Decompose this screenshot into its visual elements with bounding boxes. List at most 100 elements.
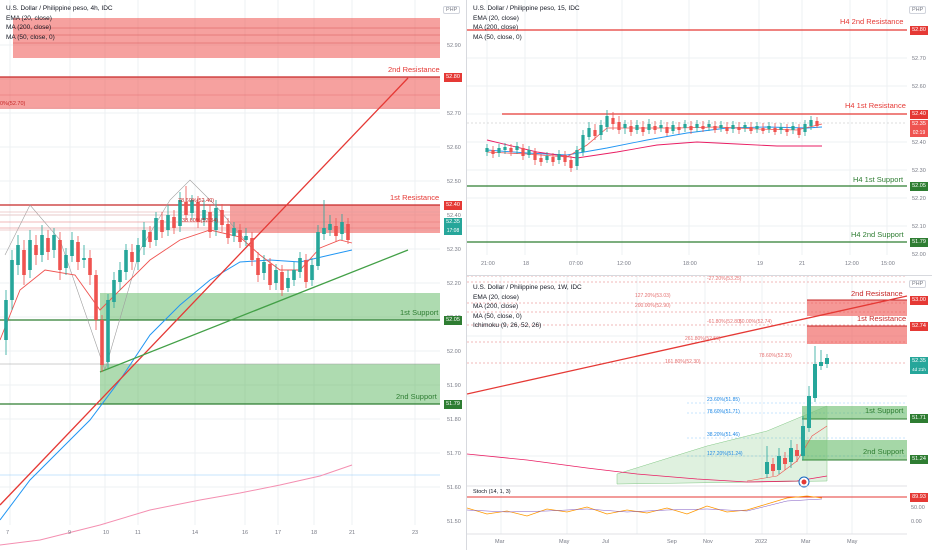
price-tag: 52.80 [910,26,928,35]
time-axis-tick: 21:00 [481,261,495,267]
stoch-tick: 50.00 [911,505,925,511]
candle-body [298,258,302,272]
price-axis-tick: 52.50 [447,179,461,185]
candle-body [593,130,597,136]
indicator-ichimoku: Ichimoku (9, 26, 52, 26) [473,322,542,329]
candle-body [767,126,771,129]
time-axis-tick: Mar [801,539,811,545]
candle-body [118,270,122,282]
stoch-tick: 0.00 [911,519,922,525]
candle-body [142,230,146,247]
resistance-zone-1 [807,326,907,344]
time-axis-tick: 21 [799,261,806,267]
fib-label: 78.60%(52.35) [759,353,792,359]
fib-label: 78.60%(51.71) [707,409,740,415]
candle-body [623,124,627,128]
currency-badge[interactable]: PHP [909,280,927,288]
price-tag: 51.71 [910,414,928,423]
chart-15m-panel[interactable]: 52.8052.7052.6052.5052.4052.3052.2052.10… [467,0,932,275]
chart-15m[interactable]: 52.8052.7052.6052.5052.4052.3052.2052.10… [467,0,932,275]
stoch-line [467,495,823,517]
candle-body [322,228,326,234]
candle-body [777,456,781,470]
chart-4h[interactable]: 52.90 52.80 52.70 52.60 52.50 52.40 52.30 52.20… [0,0,466,550]
currency-badge[interactable]: PHP [909,6,927,14]
candle-body [719,125,723,128]
time-axis[interactable]: 21:00 18 07:00 12:00 18:00 19 21 12:00 15:00 [467,259,907,271]
ma200-line [0,464,353,546]
time-axis[interactable]: 7 9 10 11 14 16 17 18 21 23 [0,528,440,542]
chart-15m-legend: U.S. Dollar / Philippine peso, 15, IDC E… [473,4,580,42]
time-axis-tick: Nov [703,539,713,545]
candle-body [801,426,805,456]
level-label-s1: 1st Support [865,406,904,415]
price-axis-tick: 52.00 [447,349,461,355]
candle-body [220,210,224,225]
price-axis-tick: 52.00 [912,252,926,258]
support-zone-2 [100,364,440,404]
candle-body [244,236,248,240]
time-axis-tick: 16 [242,530,249,536]
candle-body [689,126,693,130]
level-label-h4r1: H4 1st Resistance [845,101,906,110]
price-axis-tick: 52.70 [912,56,926,62]
candle-body [761,128,765,131]
candle-body [683,124,687,128]
candle-body [581,135,585,152]
price-axis-tick: 51.90 [447,383,461,389]
fib-label: 78.60%(52.40) [178,198,215,204]
countdown: 02:19 [910,129,928,137]
candle-body [178,200,182,226]
candle-body [4,300,8,340]
candle-body [64,255,68,268]
indicator-ma200: MA (200, close) [6,24,52,31]
price-axis-tick: 51.50 [447,519,461,525]
time-axis[interactable]: Mar May Jul Sep Nov 2022 Mar May [467,537,907,549]
candle-body [809,120,813,126]
candle-body [334,226,338,236]
chart-4h-panel[interactable]: 52.90 52.80 52.70 52.60 52.50 52.40 52.30 52.20… [0,0,466,550]
candle-body [340,222,344,234]
price-tag: 51.79 [910,238,928,247]
candle-body [785,129,789,132]
chart-1w-title: U.S. Dollar / Philippine peso, 1W, IDC [473,284,582,291]
candle-body [316,232,320,266]
currency-badge[interactable]: PHP [443,6,461,14]
candle-body [551,157,555,162]
price-axis-tick: 51.80 [447,417,461,423]
candle-body [749,127,753,131]
time-axis-tick: May [559,539,570,545]
candle-body [659,125,663,128]
time-axis-tick: May [847,539,858,545]
price-axis-tick: 52.40 [912,140,926,146]
candle-body [346,224,350,240]
candle-body [40,235,44,255]
price-axis-tick: 52.60 [447,145,461,151]
candle-body [539,158,543,162]
candles-4h [4,186,350,372]
candle-body [743,125,747,128]
candle-body [783,458,787,464]
price-tag: 52.35 [910,357,928,366]
candle-body [819,362,823,366]
candle-body [629,126,633,132]
time-axis-tick: 19 [757,261,764,267]
candle-body [701,126,705,129]
fib-label: 38.20%(51.46) [707,432,740,438]
price-tag: 51.79 [444,400,462,409]
candle-body [765,462,769,474]
time-axis-tick: Jul [602,539,610,545]
level-label-s2: 2nd Support [396,392,437,401]
candle-body [148,232,152,242]
indicator-ema: EMA (20, close) [473,293,519,301]
candle-body [677,127,681,130]
chart-1w[interactable] [467,276,932,550]
candle-body [695,124,699,128]
countdown: 17:08 [444,227,462,235]
price-axis-tick: 52.40 [447,213,461,219]
candle-body [527,150,531,155]
candle-body [611,118,615,124]
chart-1w-panel[interactable]: U.S. Dollar / Philippine peso, 1W, IDC E… [467,276,932,550]
level-label-r2: 2nd Resistance [388,65,440,74]
candle-body [124,250,128,272]
